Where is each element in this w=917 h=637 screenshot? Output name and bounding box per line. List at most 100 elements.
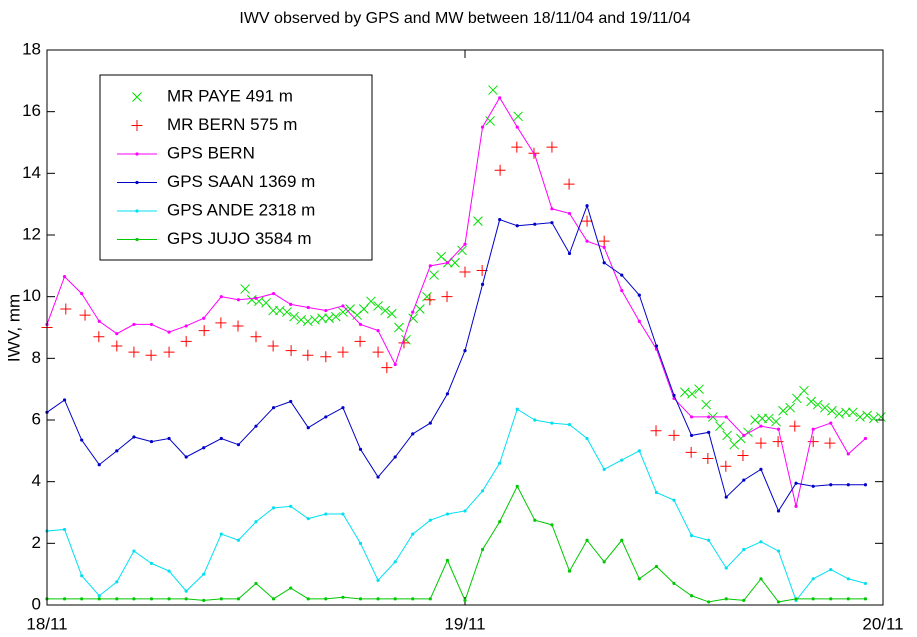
y-tick-label: 10 [22,286,41,305]
x-tick-label: 19/11 [444,614,485,633]
plus-marker [546,141,558,153]
point [498,217,502,222]
x-marker [764,413,774,424]
point [376,597,380,601]
point [829,597,833,601]
point [533,418,537,422]
legend-label: GPS SAAN 1369 m [167,172,315,191]
point [115,597,119,601]
point [62,398,67,402]
point [358,322,363,327]
point [759,467,763,471]
point [428,264,432,268]
plus-marker [441,291,453,303]
x-marker [473,216,483,226]
point [167,569,171,573]
point [62,527,67,532]
x-marker [827,405,837,416]
point [393,560,397,564]
point [80,597,84,601]
point [515,125,519,129]
x-marker [848,407,858,418]
x-marker [330,311,341,322]
point [132,549,136,553]
plus-marker [93,331,105,343]
point [707,430,711,434]
point [846,597,850,601]
plus-marker [702,453,714,465]
point [271,406,276,410]
point [324,308,328,313]
point [289,302,293,306]
plus-marker [511,141,523,153]
point [463,242,467,246]
point [742,478,746,482]
point [219,295,223,299]
y-tick-label: 18 [22,39,41,58]
point [794,597,798,601]
x-marker [345,304,355,314]
x-marker [324,313,335,324]
plus-marker [320,351,332,363]
legend-dot [135,180,139,185]
series-line [46,96,866,507]
point [654,490,659,495]
x-marker [806,396,816,407]
x-marker [785,402,796,413]
plus-marker [807,436,819,448]
point [724,415,728,419]
point [289,586,293,590]
point [149,561,154,565]
x-marker [513,111,523,122]
point [341,406,345,410]
y-tick-label: 6 [32,409,41,428]
point [115,332,119,336]
x-marker [282,307,292,317]
point [358,447,363,451]
point [219,436,223,441]
x-marker [694,384,704,395]
point [324,597,328,601]
point [846,452,850,456]
y-tick-label: 12 [22,224,41,243]
point [742,547,746,552]
plus-marker [250,331,262,343]
x-marker [799,385,809,396]
point [480,547,485,552]
legend-dot [135,237,139,242]
point [602,560,606,564]
series-line [47,485,866,603]
legend-marker [131,120,143,131]
legend-dot [135,209,139,213]
point [219,532,223,536]
point [289,399,293,404]
point [863,483,868,487]
point [794,481,798,485]
plus-marker [302,349,314,361]
point [567,423,572,427]
point [480,125,485,129]
plus-marker [128,346,140,358]
legend-label: GPS BERN [167,143,255,162]
y-tick-label: 8 [32,348,41,367]
x-marker [778,405,788,416]
x-marker [317,313,327,324]
point [97,594,101,598]
point [236,443,241,447]
series-line [46,408,866,602]
plus-marker [459,266,471,278]
legend-dot [135,152,139,156]
plus-marker [180,335,192,347]
point [393,362,397,367]
legend-label: MR PAYE 491 m [167,86,293,105]
point [620,538,624,542]
axes-frame [46,49,884,606]
plus-marker [163,346,175,358]
point [602,261,606,265]
plus-marker [79,309,91,321]
plus-marker [668,429,680,441]
point [463,509,467,513]
point [863,436,868,441]
x-tick-label: 20/11 [862,614,903,633]
x-marker [840,407,851,418]
